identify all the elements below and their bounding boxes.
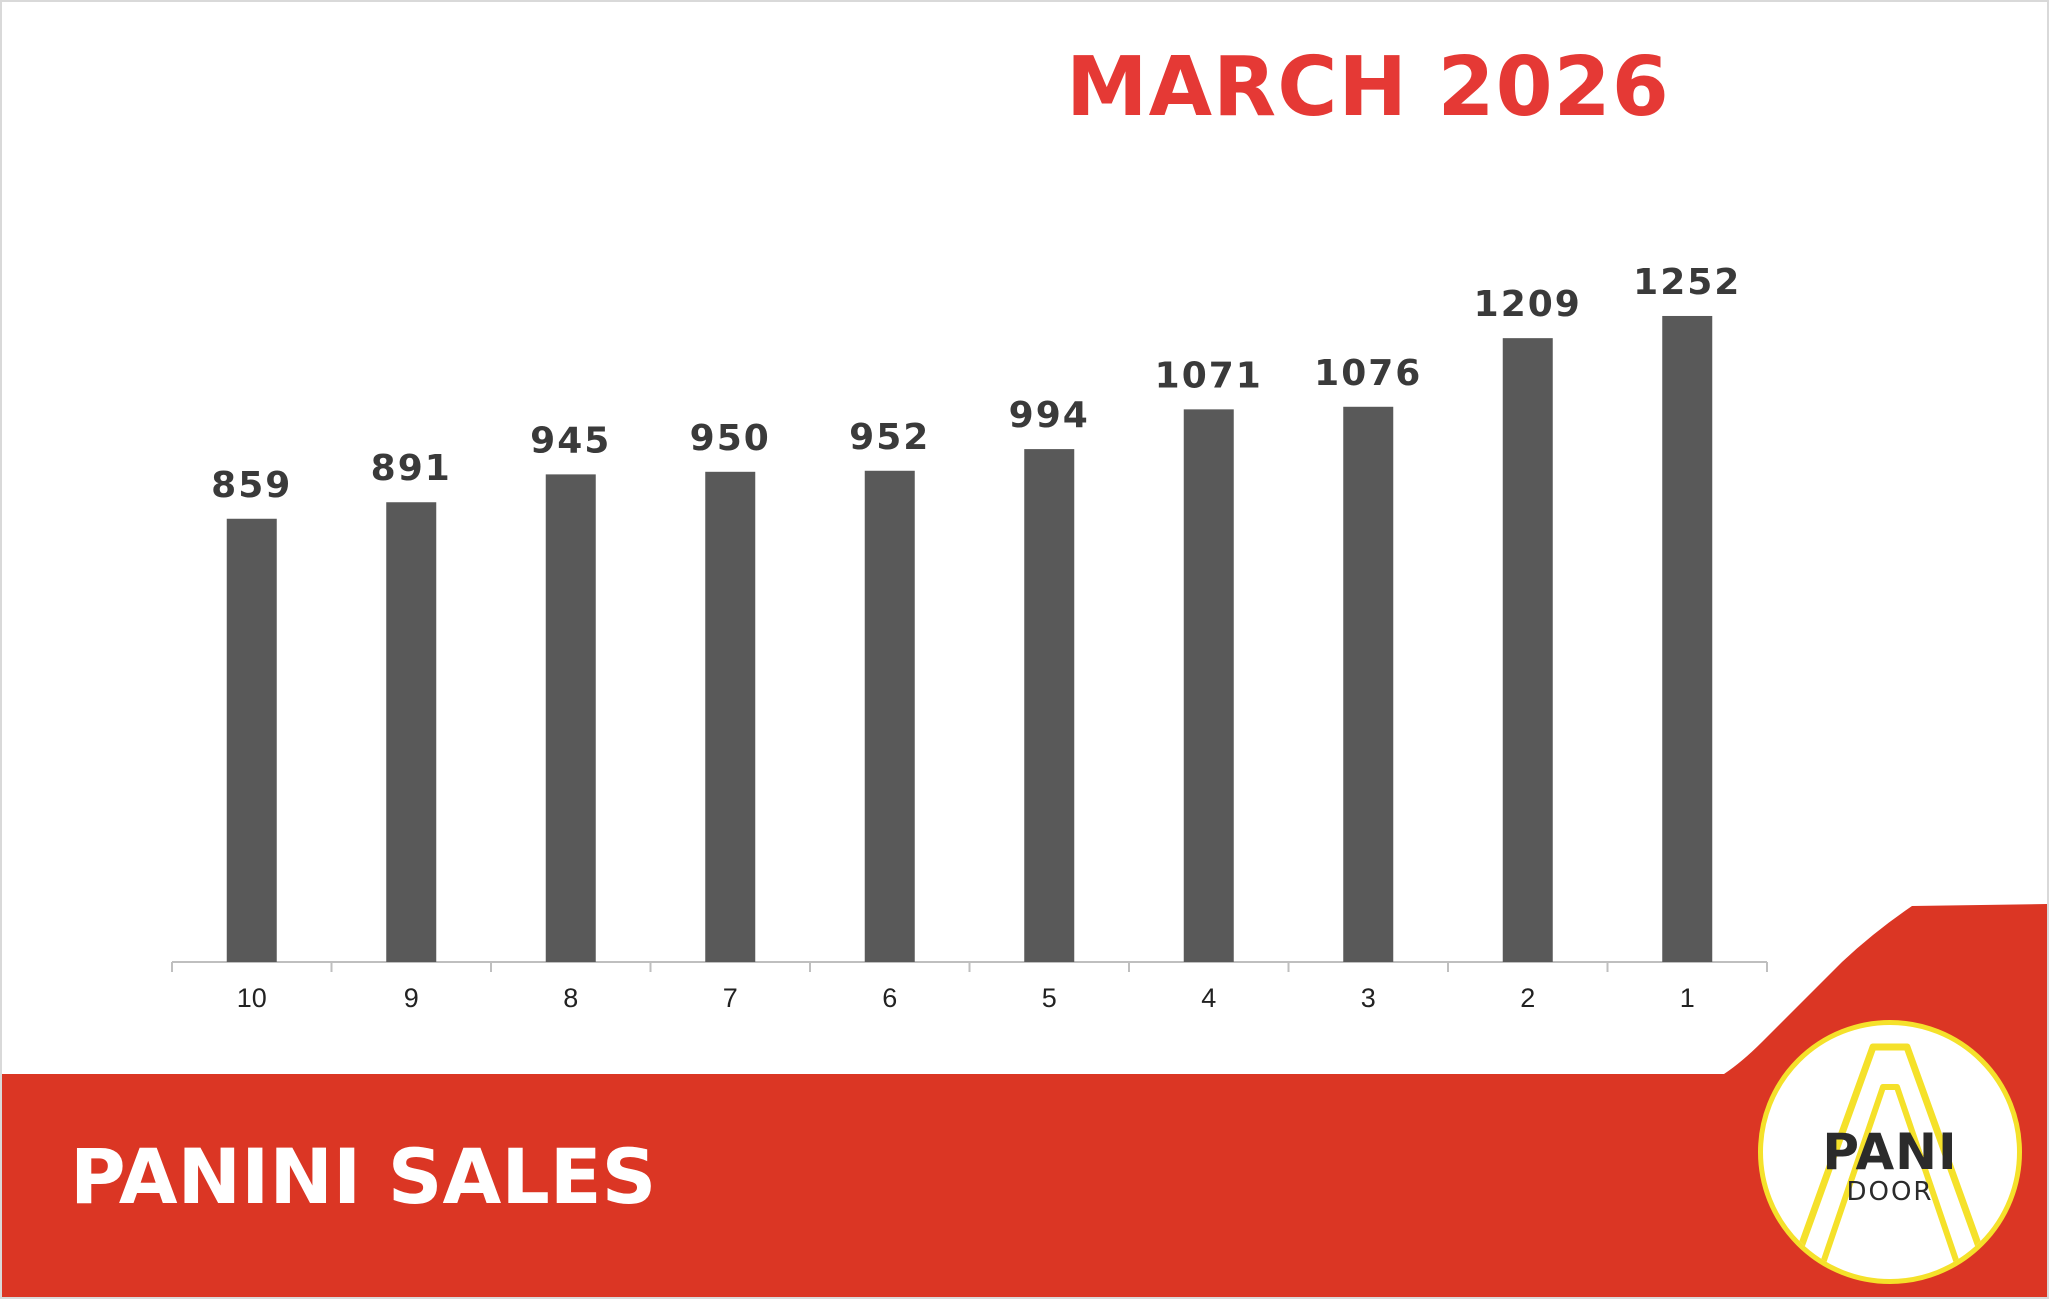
bar bbox=[1662, 315, 1713, 962]
chart-title: MARCH 2026 bbox=[1066, 40, 1670, 135]
x-tick-label: 6 bbox=[882, 983, 897, 1013]
x-tick-label: 10 bbox=[237, 983, 267, 1013]
brand-logo: PANI DOOR bbox=[1758, 1020, 2022, 1284]
x-tick-label: 4 bbox=[1201, 983, 1216, 1013]
bar bbox=[1024, 449, 1075, 962]
bar bbox=[705, 471, 756, 962]
bar-value-label: 891 bbox=[371, 448, 452, 489]
x-tick-label: 3 bbox=[1361, 983, 1376, 1013]
bar bbox=[1502, 338, 1553, 962]
bar-value-label: 952 bbox=[849, 417, 930, 458]
x-tick-label: 9 bbox=[404, 983, 419, 1013]
bar-value-label: 945 bbox=[530, 420, 611, 461]
x-tick-label: 7 bbox=[723, 983, 738, 1013]
bar bbox=[386, 502, 437, 962]
bar-value-label: 1252 bbox=[1633, 262, 1741, 303]
x-tick-label: 2 bbox=[1520, 983, 1535, 1013]
bar bbox=[864, 470, 915, 962]
logo-a-mark-icon bbox=[1789, 1043, 1991, 1271]
bar-value-label: 950 bbox=[690, 418, 771, 459]
bar-value-label: 1071 bbox=[1155, 355, 1263, 396]
bar-value-label: 1076 bbox=[1314, 353, 1422, 394]
bar bbox=[1343, 406, 1394, 962]
logo-text-sub: DOOR bbox=[1846, 1177, 1934, 1207]
footer-label: PANINI SALES bbox=[70, 1132, 657, 1221]
bar bbox=[545, 474, 596, 962]
x-tick-label: 5 bbox=[1042, 983, 1057, 1013]
bar-value-label: 994 bbox=[1009, 395, 1090, 436]
bar-value-label: 1209 bbox=[1474, 284, 1582, 325]
bar bbox=[226, 518, 277, 962]
bar bbox=[1183, 409, 1234, 962]
logo-text-main: PANI bbox=[1822, 1123, 1958, 1181]
x-tick-label: 1 bbox=[1680, 983, 1695, 1013]
bar-value-label: 859 bbox=[211, 465, 292, 506]
x-tick-label: 8 bbox=[563, 983, 578, 1013]
